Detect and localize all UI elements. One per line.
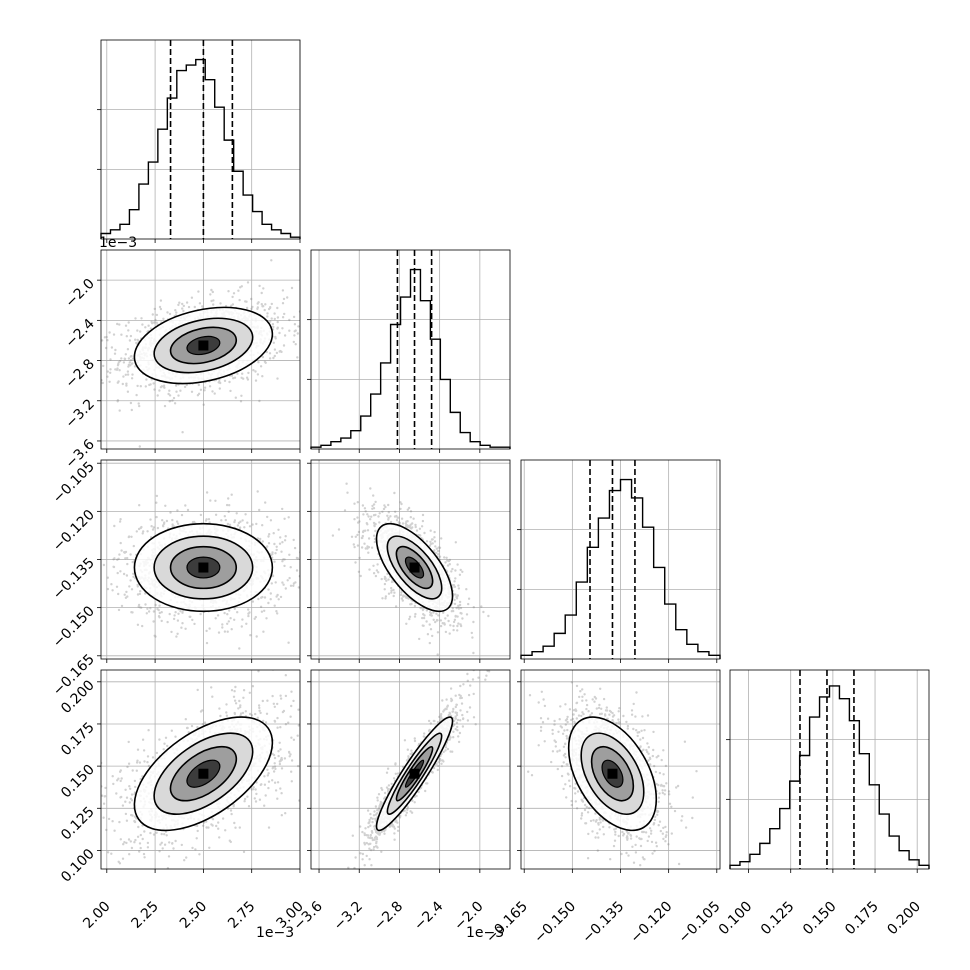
density-panel-3-2 — [517, 669, 721, 873]
y-tick-label: −0.120 — [50, 507, 98, 555]
y-tick-label: 0.150 — [58, 762, 98, 802]
y-tick-label: −0.135 — [50, 555, 98, 603]
x-offset-label: 1e−3 — [256, 925, 294, 941]
x-tick-label: 0.175 — [842, 899, 882, 939]
x-tick-label: 2.75 — [225, 899, 258, 932]
panel-content — [101, 460, 300, 659]
x-tick-label: 0.125 — [758, 899, 798, 939]
x-tick-label: −0.135 — [579, 899, 627, 947]
hist-panel-1 — [307, 249, 511, 453]
x-tick-label: −0.120 — [628, 899, 676, 947]
density-peak — [198, 340, 209, 351]
y-tick-label: 0.100 — [58, 846, 98, 886]
x-tick-label: −3.2 — [331, 899, 366, 934]
density-peak — [409, 562, 420, 573]
x-tick-label: 2.25 — [129, 899, 162, 932]
density-peak — [198, 562, 209, 573]
x-tick-label: −0.105 — [676, 899, 724, 947]
y-tick-label: 0.175 — [58, 719, 98, 759]
x-tick-label: 2.50 — [177, 899, 210, 932]
histogram-bars — [729, 685, 930, 869]
density-panel-2-1 — [307, 459, 511, 663]
y-offset-label: 1e−3 — [99, 235, 137, 251]
hist-panel-3 — [726, 669, 930, 873]
density-peak — [607, 768, 618, 779]
histogram-bars — [310, 268, 511, 449]
panel-frame — [310, 669, 511, 870]
density-peak — [409, 768, 420, 779]
panel-content — [311, 460, 510, 659]
x-offset-label: 1e−3 — [466, 925, 504, 941]
y-tick-label: −2.0 — [62, 276, 97, 311]
y-tick-label: 0.125 — [58, 804, 98, 844]
x-tick-label: −2.8 — [371, 899, 406, 934]
panel-content — [101, 250, 300, 449]
panel-content — [101, 670, 300, 869]
panel-frame — [100, 39, 301, 240]
x-tick-label: −2.4 — [411, 898, 446, 933]
x-tick-label: 0.200 — [884, 899, 924, 939]
y-tick-label: −2.4 — [62, 316, 97, 351]
hist-panel-2 — [517, 459, 721, 663]
density-panel-1-0 — [97, 249, 301, 453]
x-tick-label: 0.100 — [716, 899, 756, 939]
x-tick-label: 2.00 — [80, 899, 113, 932]
y-tick-label: −2.8 — [62, 356, 97, 391]
panel-frame — [100, 669, 301, 870]
x-tick-label: −0.150 — [531, 899, 579, 947]
panel-content — [521, 670, 720, 869]
y-tick-label: −0.150 — [50, 603, 98, 651]
density-peak — [198, 768, 209, 779]
density-panel-2-0 — [97, 459, 301, 663]
density-panel-3-0 — [97, 669, 301, 873]
x-tick-label: −0.165 — [483, 899, 531, 947]
hist-panel-0 — [97, 39, 301, 243]
y-tick-label: −3.2 — [62, 396, 97, 431]
density-panel-3-1 — [307, 669, 511, 873]
histogram-bars — [100, 58, 301, 239]
panel-frame — [100, 249, 301, 450]
panel-frame — [729, 669, 930, 870]
histogram-bars — [520, 478, 721, 659]
panel-content — [311, 670, 510, 869]
x-tick-label: 0.150 — [800, 899, 840, 939]
panel-frame — [310, 249, 511, 450]
